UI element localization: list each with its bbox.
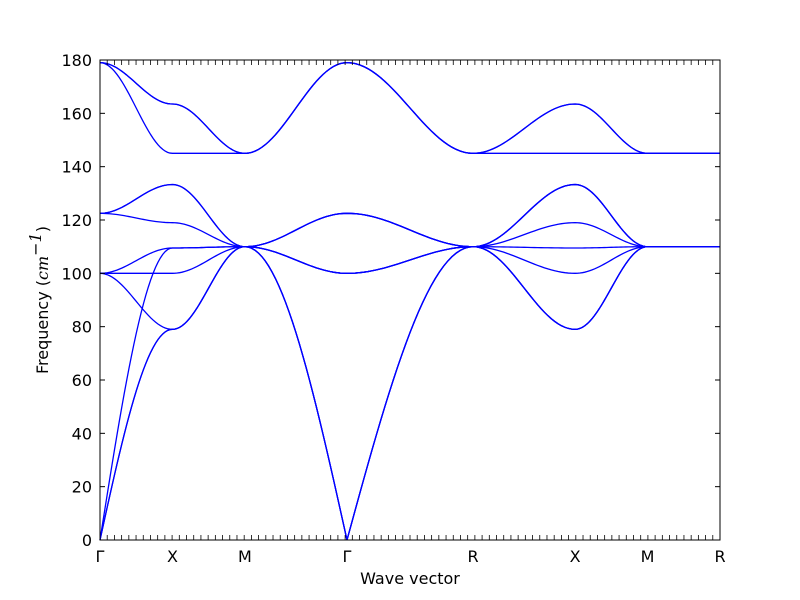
x-axis-label: Wave vector	[360, 569, 460, 588]
x-tick-label: Γ	[96, 547, 105, 566]
band-lines	[99, 62, 720, 541]
y-axis-ticks: 0 20 40 60 80 100 120 140 160 180	[61, 51, 720, 550]
x-tick-label: M	[641, 547, 655, 566]
y-tick-label: 40	[72, 424, 92, 443]
y-tick-label: 180	[61, 51, 92, 70]
x-tick-label: Γ	[343, 547, 352, 566]
x-tick-label: R	[714, 547, 725, 566]
x-tick-label: X	[167, 547, 178, 566]
x-tick-label: R	[467, 547, 478, 566]
band-line-8	[99, 183, 720, 248]
plot-background	[100, 60, 720, 540]
y-tick-label: 0	[82, 531, 92, 550]
y-tick-label: 80	[72, 318, 92, 337]
x-tick-label: M	[238, 547, 252, 566]
y-axis-label-suffix: )	[33, 226, 52, 232]
plot-frame	[99, 59, 721, 541]
y-axis-label-prefix: Frequency (	[33, 280, 52, 374]
minor-ticks	[106, 60, 714, 540]
y-tick-label: 120	[61, 211, 92, 230]
x-tick-label: X	[570, 547, 581, 566]
y-tick-label: 140	[61, 158, 92, 177]
y-tick-label: 20	[72, 478, 92, 497]
y-tick-label: 160	[61, 104, 92, 123]
band-line-5	[99, 222, 720, 274]
y-axis-label-exponent: −1	[26, 232, 45, 256]
y-tick-label: 60	[72, 371, 92, 390]
y-axis-label: Frequency (cm−1)	[26, 226, 52, 374]
y-tick-label: 100	[61, 264, 92, 283]
y-axis-label-unit: cm	[33, 256, 52, 280]
band-line-11	[99, 62, 720, 154]
